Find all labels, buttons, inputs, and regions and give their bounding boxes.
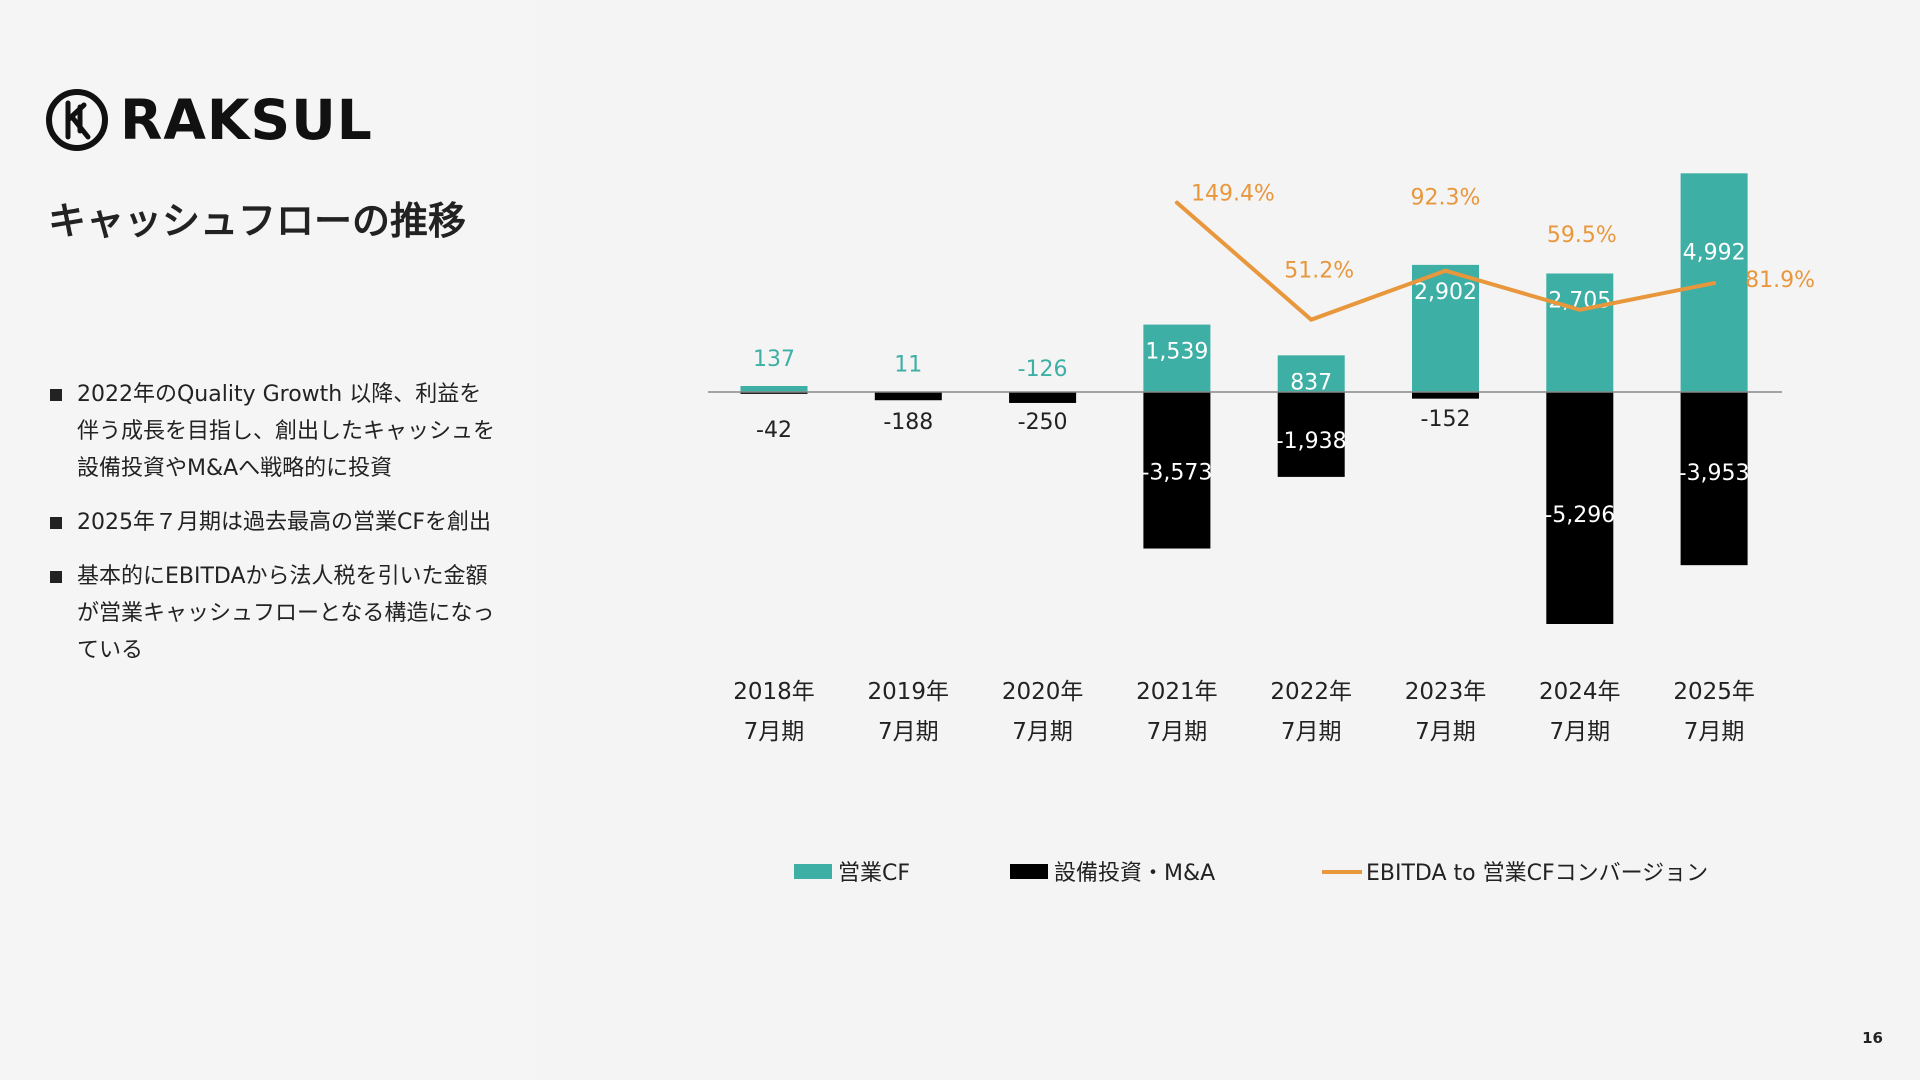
cash-flow-chart: 137 11 -126 1,539 837 2,902 2,705 4,992 -42 -188-… [536, 0, 1920, 1080]
legend-label-conversion: EBITDA to 営業CFコンバージョン [1366, 861, 1708, 886]
x-tick-label-year: 2020年 [1002, 679, 1084, 705]
x-tick-label-period: 7月期 [1415, 719, 1476, 745]
operating-cf-bar [1277, 355, 1345, 392]
capex-ma-bar [1680, 392, 1748, 566]
capex-ma-data-label: -152 [1421, 407, 1471, 432]
conversion-data-label: 149.4% [1191, 182, 1275, 207]
operating-cf-bar [1412, 264, 1479, 392]
left-panel [0, 0, 536, 1080]
conversion-data-label: 81.9% [1745, 268, 1815, 293]
capex-ma-data-label: -188 [883, 410, 933, 435]
legend-label-capex-ma: 設備投資・M&A [1054, 861, 1215, 886]
raksul-logo-icon [46, 89, 108, 151]
bullet-item: 2022年のQuality Growth 以降、利益を伴う成長を目指し、創出した… [50, 376, 500, 487]
x-tick-label-period: 7月期 [1549, 719, 1610, 745]
operating-cf-bar [740, 385, 808, 392]
operating-cf-data-label: 137 [753, 347, 795, 372]
x-tick-label-year: 2023年 [1405, 679, 1487, 705]
conversion-data-label: 92.3% [1411, 186, 1481, 211]
x-tick-label-period: 7月期 [1281, 719, 1342, 745]
capex-ma-data-label: -3,573 [1141, 461, 1212, 486]
raksul-logo: RAKSUL [44, 86, 373, 154]
conversion-series-line [1174, 200, 1717, 322]
capex-ma-bar [1009, 392, 1077, 403]
operating-cf-data-label: 2,902 [1414, 280, 1477, 305]
capex-ma-data-label: -42 [756, 418, 792, 443]
bullet-square-icon [50, 571, 62, 583]
x-tick-label-period: 7月期 [744, 719, 805, 745]
bullet-square-icon [50, 517, 62, 529]
operating-cf-data-label: 4,992 [1683, 240, 1746, 265]
legend-swatch-capex-ma [1010, 864, 1048, 879]
capex-ma-data-label: -250 [1018, 410, 1068, 435]
bullet-item: 基本的にEBITDAから法人税を引いた金額が営業キャッシュフローとなる構造になっ… [50, 558, 500, 669]
x-tick-label-year: 2025年 [1673, 679, 1755, 705]
capex-ma-data-label: -3,953 [1679, 461, 1750, 486]
bullet-item: 2025年７月期は過去最高の営業CFを創出 [50, 504, 500, 541]
capex-ma-bar [874, 392, 942, 401]
operating-cf-data-label: 1,539 [1145, 340, 1208, 365]
conversion-data-label: 59.5% [1547, 223, 1617, 248]
operating-cf-data-label: -126 [1018, 357, 1068, 382]
x-tick-label-year: 2024年 [1539, 679, 1621, 705]
x-tick-label-year: 2022年 [1270, 679, 1352, 705]
capex-ma-bar [1412, 392, 1479, 399]
x-tick-label-period: 7月期 [1012, 719, 1073, 745]
bullet-square-icon [50, 389, 62, 401]
operating-cf-bar [1546, 273, 1614, 392]
x-tick-label-period: 7月期 [1684, 719, 1745, 745]
capex-ma-data-label: -1,938 [1276, 429, 1347, 454]
capex-ma-bar [1143, 392, 1211, 549]
logo-wordmark: RAKSUL [120, 87, 373, 152]
bullet-text: 2022年のQuality Growth 以降、利益を伴う成長を目指し、創出した… [77, 382, 496, 481]
operating-cf-data-label: 837 [1290, 370, 1332, 395]
x-tick-label-year: 2018年 [733, 679, 815, 705]
page-number: 16 [1862, 1029, 1883, 1047]
x-tick-label-year: 2019年 [868, 679, 950, 705]
legend-label-operating-cf: 営業CF [838, 861, 910, 886]
bullet-text: 2025年７月期は過去最高の営業CFを創出 [77, 510, 492, 535]
operating-cf-bar [1143, 324, 1211, 392]
conversion-data-label: 51.2% [1284, 259, 1354, 284]
capex-ma-data-label: -5,296 [1544, 503, 1615, 528]
capex-ma-bar [740, 392, 808, 394]
capex-ma-bar [1546, 392, 1614, 624]
page-title: キャッシュフローの推移 [48, 199, 467, 243]
bullet-text: 基本的にEBITDAから法人税を引いた金額が営業キャッシュフローとなる構造になっ… [77, 564, 495, 663]
x-tick-label-period: 7月期 [878, 719, 939, 745]
capex-ma-bar [1277, 392, 1345, 477]
legend-swatch-operating-cf [794, 864, 832, 879]
x-tick-label-year: 2021年 [1136, 679, 1218, 705]
operating-cf-data-label: 11 [894, 353, 922, 378]
bullet-list: 2022年のQuality Growth 以降、利益を伴う成長を目指し、創出した… [50, 376, 500, 686]
x-tick-label-period: 7月期 [1147, 719, 1208, 745]
